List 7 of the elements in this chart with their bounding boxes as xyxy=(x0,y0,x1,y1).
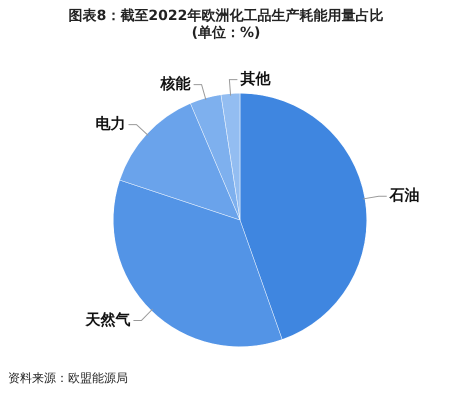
slice-label: 电力 xyxy=(95,114,126,133)
slice-label: 石油 xyxy=(388,186,420,204)
text: 资料来源：欧盟能源局 xyxy=(8,370,128,387)
slice-label: 其他 xyxy=(239,70,272,88)
chart-title: 图表8：截至2022年欧洲化工品生产耗能用量占比(单位：%) xyxy=(68,8,384,42)
slice-label: 核能 xyxy=(160,74,192,92)
slice-label: 天然气 xyxy=(84,310,130,328)
